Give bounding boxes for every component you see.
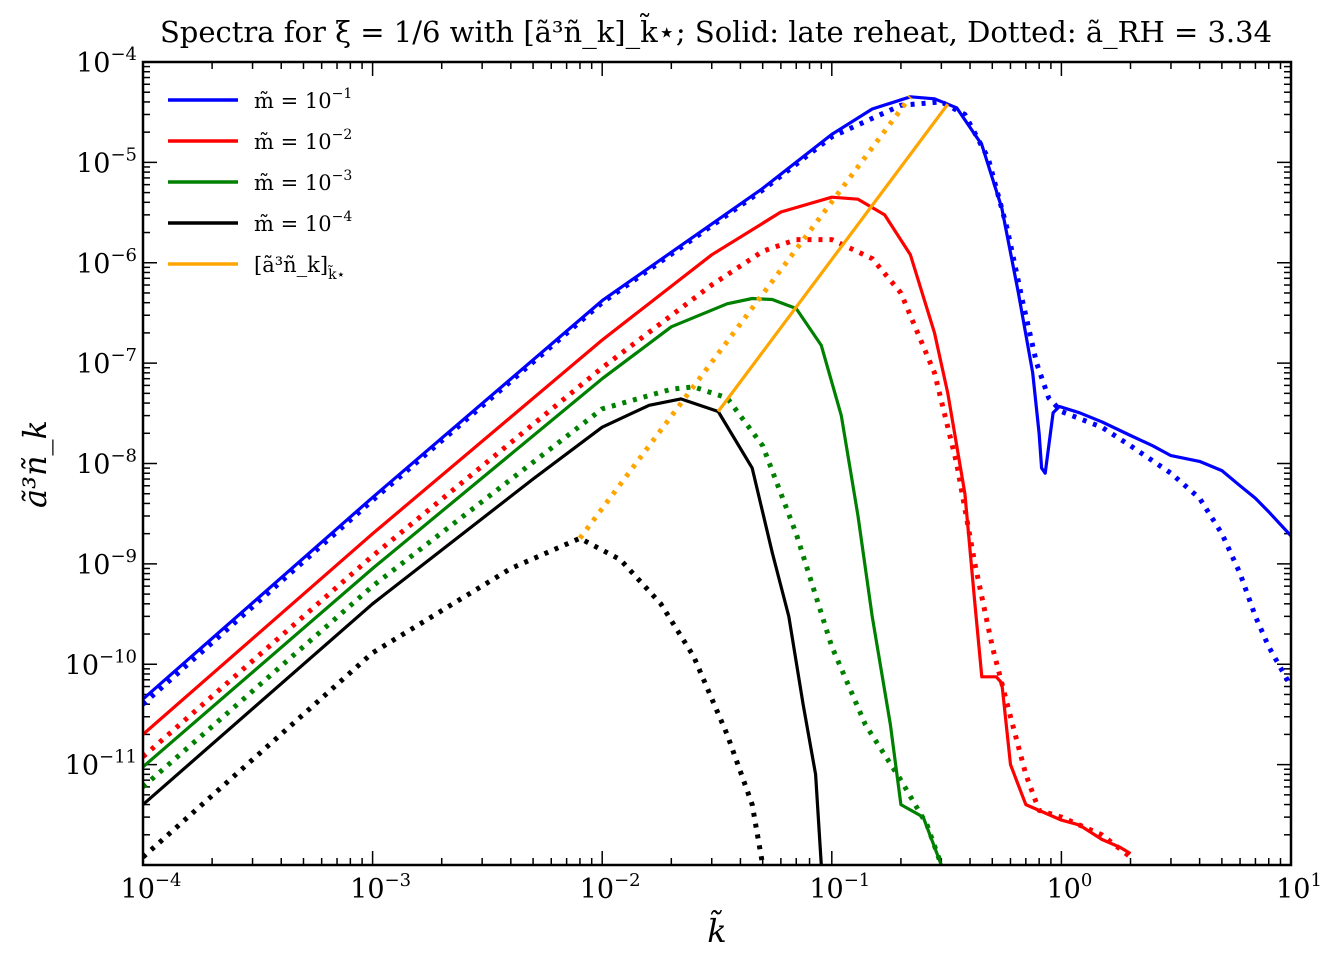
series-line <box>143 195 1132 855</box>
y-axis-label: ã³ñ_k <box>16 420 54 508</box>
x-tick-label: 10−4 <box>121 870 182 905</box>
legend-label: m̃ = 10−4 <box>254 209 352 236</box>
series-line <box>716 103 950 413</box>
x-tick-label: 10−3 <box>350 870 411 905</box>
x-tick-label: 10−1 <box>809 870 870 905</box>
series-line <box>143 95 1291 701</box>
x-axis-label: k̃ <box>707 911 726 950</box>
y-tick-labels: 10−11 10−10 10−9 10−8 10−7 10−6 10−5 10−4 <box>65 44 137 782</box>
y-tick-label: 10−4 <box>76 44 137 79</box>
series-line <box>577 95 913 540</box>
series-line <box>143 384 944 865</box>
x-tick-label: 10−2 <box>580 870 641 905</box>
legend: m̃ = 10−1 m̃ = 10−2 m̃ = 10−3 m̃ = 10−4 [ã³ñ… <box>168 86 352 283</box>
y-tick-label: 10−9 <box>76 546 137 581</box>
y-tick-label: 10−8 <box>76 446 137 481</box>
series-line <box>143 296 943 865</box>
y-tick-label: 10−6 <box>76 245 137 280</box>
series-line <box>143 237 1133 860</box>
legend-label: m̃ = 10−3 <box>254 168 352 195</box>
series-line <box>143 397 823 865</box>
y-tick-label: 10−5 <box>76 144 137 179</box>
series-line <box>143 99 1291 707</box>
series-line <box>143 535 766 865</box>
x-tick-label: 100 <box>1046 870 1092 905</box>
x-tick-labels: 10−4 10−3 10−2 10−1 100 101 <box>121 870 1322 905</box>
legend-label: m̃ = 10−1 <box>254 86 352 113</box>
plot-frame <box>141 60 1293 867</box>
y-tick-label: 10−7 <box>76 345 137 380</box>
legend-label: m̃ = 10−2 <box>254 127 352 154</box>
x-tick-label: 101 <box>1276 870 1322 905</box>
y-tick-label: 10−10 <box>65 646 137 681</box>
series-layer <box>143 95 1291 865</box>
chart-title: Spectra for ξ = 1/6 with [ã³ñ_k]_k̃⋆; So… <box>160 13 1272 50</box>
legend-label: [ã³ñ_k]k̃⋆ <box>254 253 345 283</box>
y-tick-label: 10−11 <box>65 747 137 782</box>
